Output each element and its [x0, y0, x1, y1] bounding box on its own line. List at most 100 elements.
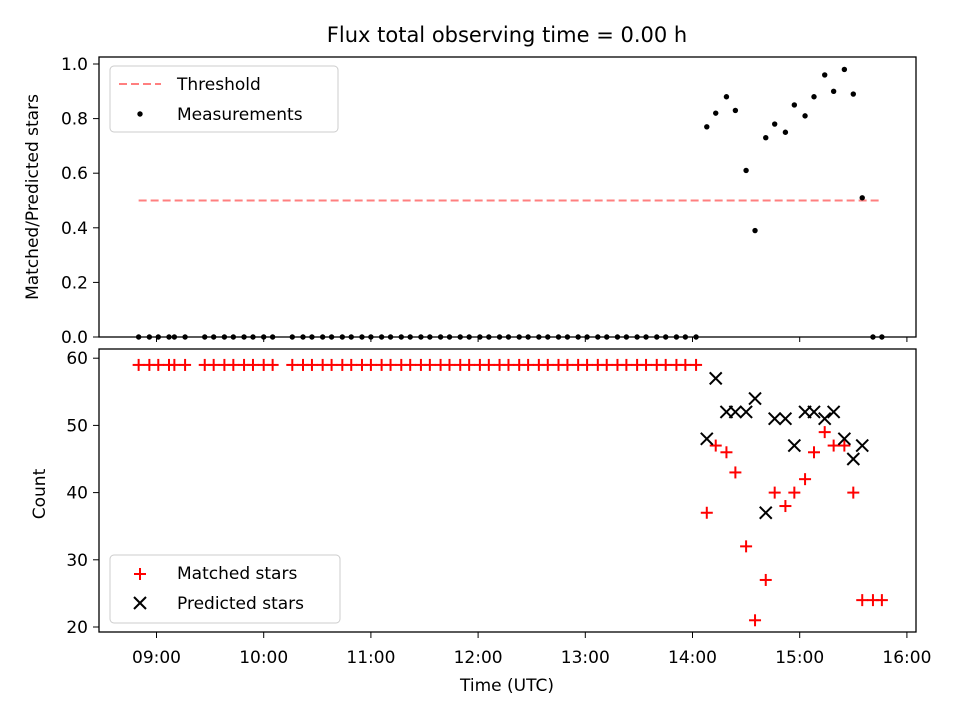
- x-tick-label: 16:00: [882, 648, 931, 668]
- top-y-tick-label: 0.4: [61, 219, 88, 239]
- predicted-point-b: [709, 371, 723, 386]
- predicted-point: [837, 432, 852, 446]
- matched-point: [679, 358, 692, 371]
- predicted-point-b: [846, 452, 861, 466]
- top-axes-frame: [98, 56, 917, 338]
- bottom-axes-frame: [98, 348, 917, 633]
- predicted-point-b: [787, 438, 802, 453]
- matched-point: [522, 358, 535, 371]
- predicted-point-b: [700, 432, 714, 446]
- predicted-point-b: [837, 432, 852, 446]
- predicted-point: [739, 405, 753, 419]
- matched-point: [502, 358, 515, 371]
- bottom-y-tick-label: 30: [66, 551, 88, 571]
- top-y-tick-label: 0.8: [61, 110, 88, 130]
- top-legend: Threshold Measurements: [109, 65, 339, 133]
- matched-point: [482, 358, 495, 371]
- measurement-point: [859, 195, 865, 201]
- matched-point: [620, 358, 633, 371]
- predicted-point: [709, 371, 723, 386]
- legend-predicted-label: Predicted stars: [177, 594, 304, 614]
- matched-point: [404, 358, 417, 371]
- matched-point: [788, 486, 801, 499]
- matched-point: [749, 614, 762, 627]
- x-tick-label: 14:00: [668, 648, 717, 668]
- measurement-point: [763, 135, 769, 141]
- matched-point: [384, 358, 397, 371]
- matched-point: [740, 540, 753, 553]
- measurement-point: [752, 227, 758, 234]
- predicted-point: [728, 405, 743, 419]
- matched-point: [779, 500, 792, 513]
- matched-point: [640, 358, 653, 371]
- matched-point: [561, 358, 574, 371]
- measurement-point: [771, 121, 778, 127]
- matched-point: [179, 358, 192, 371]
- matched-point: [807, 446, 820, 459]
- matched-point: [690, 358, 703, 371]
- matched-point: [325, 358, 338, 371]
- matched-point: [875, 594, 888, 607]
- matched-point: [709, 439, 722, 452]
- measurement-point: [732, 107, 739, 114]
- legend-matched-swatch: [134, 568, 146, 580]
- measurement-point: [791, 102, 798, 108]
- matched-point: [168, 358, 181, 371]
- matched-point: [818, 426, 831, 439]
- matched-point: [659, 358, 672, 371]
- x-tick-label: 11:00: [346, 648, 395, 668]
- matched-point: [423, 358, 436, 371]
- matched-point: [856, 594, 869, 607]
- x-tick-label: 09:00: [132, 648, 181, 668]
- predicted-point-b: [826, 405, 841, 419]
- predicted-point-b: [767, 411, 782, 426]
- measurement-point: [743, 167, 749, 174]
- predicted-point: [748, 391, 762, 406]
- top-legend-box: [109, 65, 339, 133]
- top-panel: 0.0 0.2 0.4 0.6 0.8 1.0 Matched/Predicted sta…: [23, 55, 917, 348]
- legend-predicted-swatch: [133, 596, 147, 610]
- bottom-y-tick-label: 40: [66, 484, 88, 504]
- bottom-y-tick-label: 60: [66, 349, 88, 369]
- figure-title: Flux total observing time = 0.00 h: [327, 23, 687, 47]
- predicted-point-b: [748, 391, 762, 406]
- x-tick-label: 12:00: [454, 648, 503, 668]
- top-y-axis: 0.0 0.2 0.4 0.6 0.8 1.0: [61, 55, 908, 348]
- matched-point: [227, 358, 240, 371]
- matched-point: [541, 358, 554, 371]
- predicted-point-b: [759, 506, 773, 520]
- predicted-point: [846, 452, 861, 466]
- measurement-point: [850, 91, 856, 97]
- x-tick-label: 15:00: [775, 648, 824, 668]
- matched-point: [246, 358, 259, 371]
- predicted-point: [807, 405, 821, 419]
- measurement-point: [713, 110, 719, 116]
- measurement-point: [811, 94, 817, 100]
- predicted-point-b: [807, 405, 821, 419]
- bottom-legend: Matched stars Predicted stars: [109, 554, 341, 624]
- measurement-point: [802, 113, 808, 119]
- predicted-point: [818, 411, 832, 426]
- predicted-point: [700, 432, 714, 446]
- matched-point: [207, 358, 220, 371]
- matched-point: [364, 358, 377, 371]
- legend-measurement-swatch: [137, 111, 143, 117]
- matched-point: [799, 473, 812, 486]
- predicted-point-b: [778, 411, 793, 426]
- top-y-tick-label: 0.2: [61, 273, 88, 293]
- bottom-axes: 20 30 40 50 60 09:00 10:00 11:00 12:00 13:00 14:00…: [66, 349, 931, 668]
- matched-point: [700, 506, 713, 519]
- measurement-point: [822, 72, 828, 78]
- bottom-y-tick-label: 50: [66, 416, 88, 436]
- legend-threshold-label: Threshold: [176, 75, 261, 95]
- top-y-tick-label: 0.6: [61, 164, 88, 184]
- bottom-ylabel: Count: [30, 468, 50, 519]
- matched-point: [345, 358, 358, 371]
- matched-point: [759, 573, 772, 586]
- measurement-point: [830, 88, 837, 95]
- matched-point: [305, 358, 318, 371]
- matched-point: [463, 358, 476, 371]
- predicted-point: [767, 411, 782, 426]
- predicted-point-b: [855, 438, 869, 453]
